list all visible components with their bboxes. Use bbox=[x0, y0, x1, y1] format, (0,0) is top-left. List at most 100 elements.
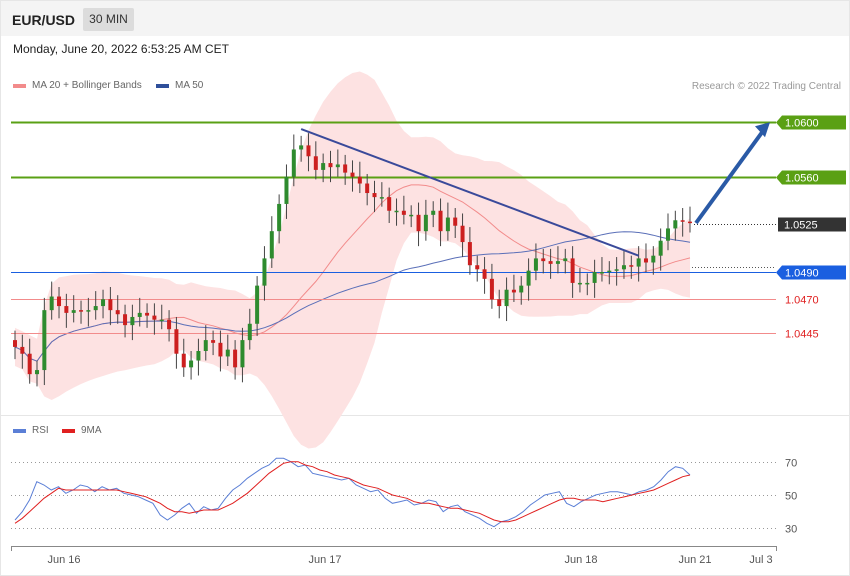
candle-body bbox=[123, 314, 128, 326]
candle-body bbox=[101, 299, 106, 307]
candle-body bbox=[20, 346, 25, 354]
candle-body bbox=[504, 289, 509, 307]
candle-body bbox=[563, 258, 568, 262]
candle-body bbox=[255, 285, 260, 324]
candle-body bbox=[27, 353, 32, 375]
candle-body bbox=[357, 176, 362, 184]
rsi-ma9-line bbox=[14, 461, 691, 524]
candle-body bbox=[423, 214, 428, 232]
legend-ma20-label: MA 20 + Bollinger Bands bbox=[32, 80, 142, 91]
candle-body bbox=[636, 258, 641, 267]
candle-body bbox=[225, 349, 230, 357]
candle-body bbox=[79, 310, 84, 312]
candle-body bbox=[541, 258, 546, 262]
candle-body bbox=[115, 310, 120, 315]
candle-body bbox=[86, 310, 91, 312]
candle-body bbox=[277, 203, 282, 232]
candle-body bbox=[240, 340, 245, 368]
candle-body bbox=[577, 282, 582, 285]
rsi-level-label-30: 30 bbox=[785, 524, 797, 536]
level-tag-1.0560 bbox=[776, 170, 846, 185]
x-tick-label: Jun 17 bbox=[308, 554, 341, 566]
last-price-tag bbox=[778, 217, 846, 232]
legend-ma50-label: MA 50 bbox=[175, 80, 204, 91]
ma50-line bbox=[14, 231, 691, 362]
legend-9ma-swatch bbox=[62, 428, 75, 433]
candle-body bbox=[247, 323, 252, 341]
datetime-label: Monday, June 20, 2022 6:53:25 AM CET bbox=[13, 42, 229, 56]
candle-body bbox=[218, 342, 223, 357]
candle-body bbox=[137, 312, 142, 317]
candle-body bbox=[42, 310, 47, 371]
candle-body bbox=[651, 255, 656, 263]
credit-label: Research © 2022 Trading Central bbox=[691, 81, 841, 92]
candle-body bbox=[291, 149, 296, 177]
candle-body bbox=[152, 315, 157, 320]
candle-body bbox=[387, 197, 392, 211]
candle-body bbox=[585, 282, 590, 285]
candle-body bbox=[189, 360, 194, 368]
candle-body bbox=[555, 261, 560, 264]
candle-body bbox=[35, 370, 40, 375]
candle-body bbox=[262, 258, 267, 286]
candle-body bbox=[629, 265, 634, 267]
candle-body bbox=[203, 340, 208, 351]
candle-body bbox=[460, 225, 465, 243]
candle-body bbox=[394, 210, 399, 213]
level-label-1.0470: 1.0470 bbox=[785, 295, 819, 307]
candle-body bbox=[614, 269, 619, 271]
candle-body bbox=[482, 269, 487, 279]
candle-body bbox=[438, 210, 443, 232]
rsi-line bbox=[14, 457, 691, 528]
x-tick-label: Jul 3 bbox=[749, 554, 772, 566]
candle-body bbox=[108, 299, 113, 311]
candle-body bbox=[592, 272, 597, 283]
legend-ma20-swatch bbox=[13, 83, 26, 88]
candle-body bbox=[688, 221, 692, 224]
candle-body bbox=[372, 193, 377, 198]
candle-body bbox=[489, 278, 494, 300]
candle-body bbox=[467, 242, 472, 266]
legend-rsi-label: RSI bbox=[32, 425, 49, 436]
candle-body bbox=[167, 319, 172, 330]
candle-body bbox=[57, 296, 62, 307]
legend-9ma-label: 9MA bbox=[81, 425, 102, 436]
candle-body bbox=[658, 240, 663, 256]
candle-body bbox=[379, 197, 384, 199]
legend-rsi-swatch bbox=[13, 428, 26, 433]
level-tag-label-1.0600: 1.0600 bbox=[785, 118, 819, 130]
candle-body bbox=[159, 319, 164, 322]
candle-body bbox=[607, 270, 612, 273]
symbol-label: EUR/USD bbox=[12, 12, 76, 28]
forecast-arrowhead bbox=[755, 122, 770, 138]
candle-body bbox=[343, 164, 348, 173]
candle-body bbox=[196, 351, 201, 361]
level-label-1.0445: 1.0445 bbox=[785, 329, 819, 341]
legend-9ma: 9MA bbox=[62, 425, 102, 436]
pane-divider bbox=[1, 415, 849, 416]
candle-body bbox=[321, 163, 326, 170]
candle-body bbox=[519, 285, 524, 293]
candle-body bbox=[306, 145, 311, 157]
candle-body bbox=[453, 217, 458, 226]
candle-body bbox=[475, 265, 480, 270]
candle-body bbox=[299, 145, 304, 150]
last-price-tag-label: 1.0525 bbox=[784, 220, 818, 232]
candle-body bbox=[335, 164, 340, 168]
candle-body bbox=[49, 296, 54, 311]
candle-body bbox=[621, 265, 626, 270]
level-tag-label-1.0560: 1.0560 bbox=[785, 173, 819, 185]
legend-ma50: MA 50 bbox=[156, 80, 203, 91]
candle-body bbox=[93, 306, 98, 311]
candle-body bbox=[533, 258, 538, 271]
candle-body bbox=[233, 349, 238, 368]
x-tick-label: Jun 18 bbox=[564, 554, 597, 566]
candle-body bbox=[665, 228, 670, 241]
candle-body bbox=[130, 316, 135, 326]
legend-ma20: MA 20 + Bollinger Bands bbox=[13, 80, 142, 91]
candle-body bbox=[526, 270, 531, 286]
timeframe-button[interactable]: 30 MIN bbox=[83, 8, 134, 31]
candle-body bbox=[64, 306, 69, 313]
candle-body bbox=[328, 163, 333, 168]
